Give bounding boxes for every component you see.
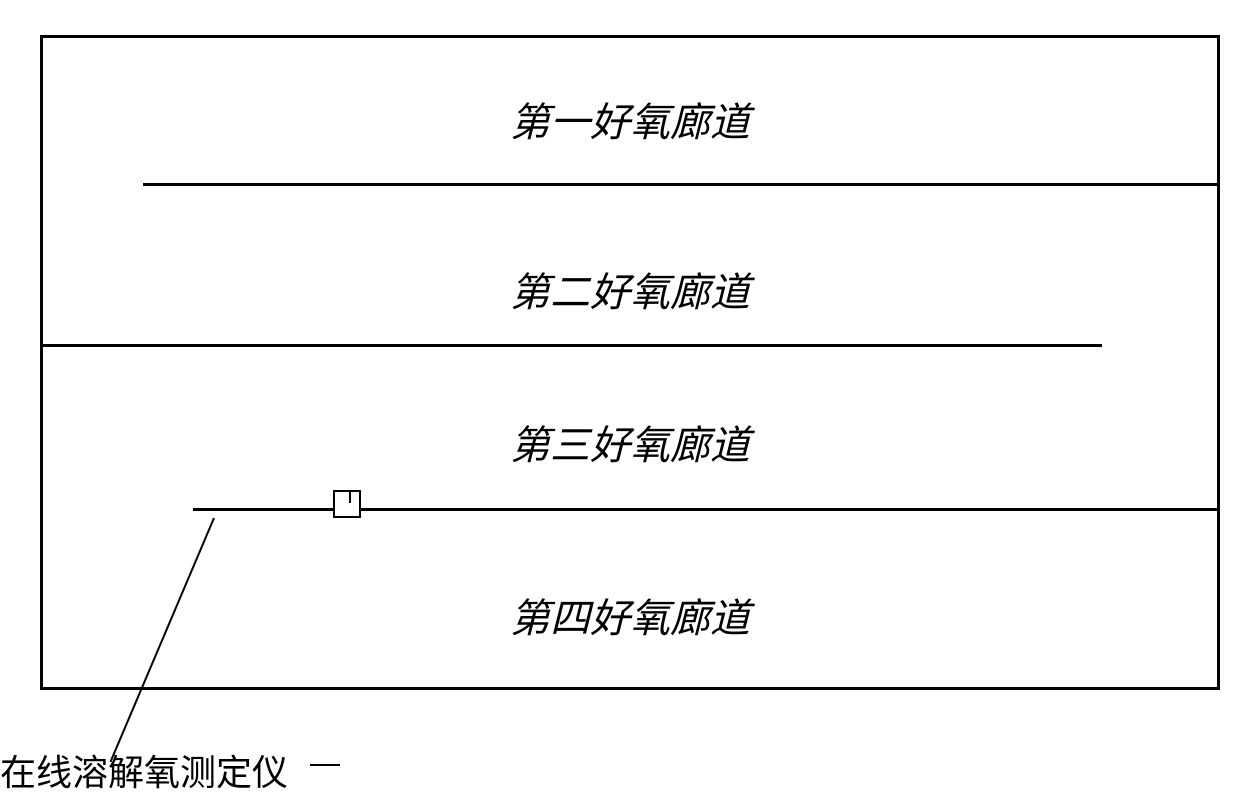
corridor-4-label: 第四好氧廊道 xyxy=(510,596,750,641)
corridor-4: 第四好氧廊道 xyxy=(43,586,1217,644)
corridor-3-label: 第三好氧廊道 xyxy=(510,423,750,468)
corridor-2-label: 第二好氧廊道 xyxy=(510,270,750,315)
corridor-3: 第三好氧廊道 xyxy=(43,413,1217,471)
corridor-1: 第一好氧廊道 xyxy=(43,90,1217,148)
divider-2 xyxy=(43,344,1102,347)
corridor-1-label: 第一好氧廊道 xyxy=(510,100,750,145)
label-dash-icon xyxy=(310,764,340,766)
corridor-2: 第二好氧廊道 xyxy=(43,260,1217,318)
sensor-tick-icon xyxy=(343,492,351,503)
sensor-box-icon xyxy=(333,490,361,518)
reactor-diagram: 第一好氧廊道 第二好氧廊道 第三好氧廊道 第四好氧廊道 xyxy=(40,35,1220,690)
sensor-label: 在线溶解氧测定仪 xyxy=(0,744,288,796)
divider-1 xyxy=(143,183,1217,186)
